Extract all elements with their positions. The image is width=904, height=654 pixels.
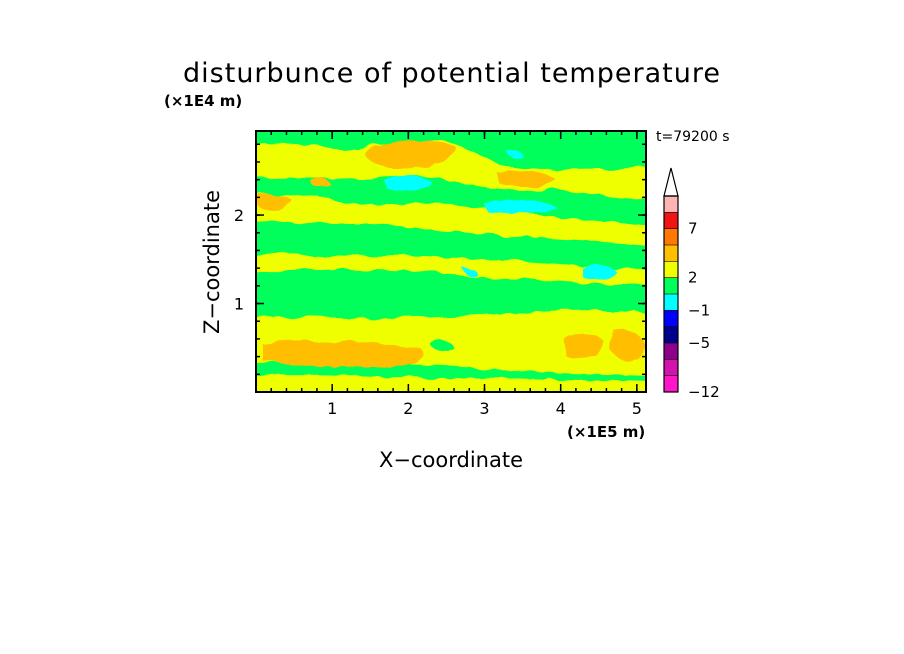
patch-orange-1 [366, 141, 457, 168]
y-tick-label: 2 [234, 206, 244, 225]
x-scale-label: (×1E5 m) [567, 423, 646, 441]
x-tick-label: 5 [632, 399, 642, 418]
patch-green-1 [536, 295, 552, 303]
colorbar-swatch [664, 212, 678, 229]
colorbar-swatch [664, 261, 678, 278]
axis-ticks [256, 131, 646, 392]
patch-green-2 [430, 340, 454, 352]
patch-orange-6 [612, 328, 646, 360]
chart-title: disturbunce of potential temperature [183, 58, 721, 89]
colorbar-swatch [664, 310, 678, 327]
patch-orange-5 [562, 333, 606, 359]
colorbar-label: −1 [688, 301, 710, 319]
tick-labels: 1 2 3 4 5 1 2 [234, 206, 642, 418]
colorbar-swatch [664, 294, 678, 311]
colorbar-label: 2 [688, 269, 698, 287]
colorbar-swatch [664, 245, 678, 262]
colorbar-swatch [664, 359, 678, 376]
band-bottom-yellow [256, 374, 646, 392]
patch-cyan-1 [384, 175, 432, 192]
contour-bands [256, 131, 646, 392]
patch-cyan-4 [506, 149, 522, 158]
time-label: t=79200 s [656, 129, 730, 145]
band-upper-yellow [256, 193, 646, 246]
plot-frame [255, 130, 647, 393]
colorbar-extend-arrow [663, 167, 679, 197]
band-top-yellow [256, 141, 646, 199]
colorbar-swatch [664, 277, 678, 294]
patch-orange-3 [496, 170, 556, 187]
x-axis-label: X−coordinate [379, 448, 523, 472]
colorbar-label: 7 [688, 220, 698, 238]
band-mid-yellow [256, 253, 646, 285]
patch-orange-2 [258, 193, 292, 210]
x-tick-label: 1 [327, 399, 337, 418]
colorbar: 7 2 −1 −5 −12 [663, 167, 720, 401]
colorbar-swatch [664, 343, 678, 360]
y-axis-label: Z−coordinate [200, 190, 224, 334]
x-tick-label: 3 [479, 399, 489, 418]
patch-cyan-2 [484, 199, 556, 214]
x-tick-label: 4 [556, 399, 566, 418]
colorbar-label: −12 [688, 383, 720, 401]
contour-field [256, 131, 646, 392]
patch-orange-7 [310, 177, 330, 189]
x-tick-label: 2 [403, 399, 413, 418]
colorbar-label: −5 [688, 334, 710, 352]
colorbar-swatch [664, 375, 678, 392]
patch-cyan-5 [462, 267, 476, 275]
colorbar-swatch [664, 196, 678, 213]
colorbar-swatch [664, 228, 678, 245]
y-tick-label: 1 [234, 295, 244, 314]
z-scale-label: (×1E4 m) [164, 92, 243, 110]
patch-orange-4 [262, 340, 424, 368]
colorbar-swatch [664, 326, 678, 343]
patch-cyan-3 [582, 264, 616, 281]
